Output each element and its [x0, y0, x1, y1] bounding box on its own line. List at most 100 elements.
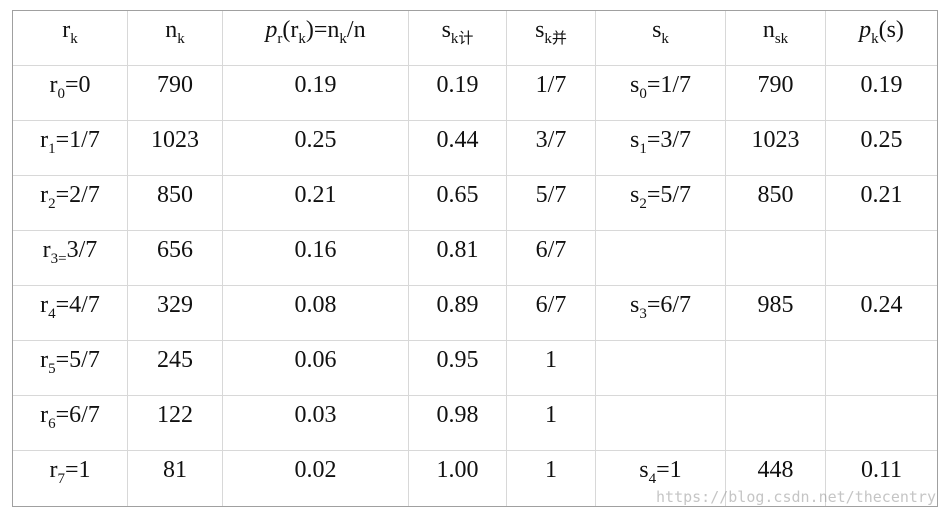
- subscript: k并: [544, 31, 567, 47]
- subscript: 4: [648, 471, 657, 487]
- table-cell: [826, 396, 937, 451]
- cell-text: 0.11: [860, 457, 903, 483]
- watermark: https://blog.csdn.net/thecentry: [656, 488, 936, 506]
- cell-text: 0.19: [860, 72, 903, 98]
- table-cell: 245: [128, 341, 223, 396]
- cell-text: 1.00: [436, 457, 479, 483]
- cell-text: =2/7: [55, 182, 100, 208]
- table-cell: 1/7: [507, 66, 596, 121]
- header-cell: sk计: [409, 11, 507, 66]
- cell-text: 0.08: [294, 292, 337, 318]
- cell-text: 850: [157, 182, 193, 208]
- cell-text: =1/7: [646, 72, 692, 98]
- table-cell: 656: [128, 231, 223, 286]
- table-cell: 0.81: [409, 231, 507, 286]
- table-cell: [826, 231, 937, 286]
- subscript: k计: [450, 31, 474, 47]
- table-cell: 985: [726, 286, 826, 341]
- table-cell: 0.19: [409, 66, 507, 121]
- cell-text: (s): [878, 17, 904, 43]
- cell-text: r: [40, 182, 49, 208]
- cell-text: r: [40, 402, 49, 428]
- table-cell: [726, 341, 826, 396]
- cell-text: r: [40, 127, 49, 153]
- cell-text: 3/7: [66, 237, 98, 263]
- table-cell: 0.25: [826, 121, 937, 176]
- cell-text: 790: [757, 72, 794, 98]
- cell-text: 1023: [751, 127, 800, 153]
- cell-text: 0.24: [860, 292, 903, 318]
- table-cell: r4=4/7: [13, 286, 128, 341]
- subscript: sk: [774, 31, 789, 47]
- table-cell: [596, 396, 726, 451]
- cell-text: 122: [157, 402, 193, 428]
- cell-text: )=n: [305, 17, 340, 43]
- cell-text: s: [441, 17, 451, 43]
- cell-text: 850: [757, 182, 794, 208]
- cell-text: =1: [656, 457, 682, 483]
- subscript: k: [70, 31, 78, 47]
- table-cell: 6/7: [507, 286, 596, 341]
- table-cell: s2=5/7: [596, 176, 726, 231]
- cell-text: 6/7: [535, 237, 567, 263]
- subscript: r: [277, 31, 283, 47]
- table-cell: 850: [128, 176, 223, 231]
- cell-text: 0.03: [294, 402, 337, 428]
- header-cell: nsk: [726, 11, 826, 66]
- cell-text: =6/7: [55, 402, 100, 428]
- table-cell: 1023: [726, 121, 826, 176]
- cell-text: n: [762, 17, 775, 43]
- table-cell: 1023: [128, 121, 223, 176]
- table-cell: 122: [128, 396, 223, 451]
- cell-text: 5/7: [535, 182, 567, 208]
- table-cell: 0.16: [223, 231, 409, 286]
- cell-text: 0.89: [436, 292, 479, 318]
- subscript: k: [177, 31, 185, 47]
- cell-text: r: [40, 347, 49, 373]
- cell-text: =5/7: [646, 182, 692, 208]
- table-cell: r6=6/7: [13, 396, 128, 451]
- cell-text: 0.06: [294, 347, 337, 373]
- table-cell: 3/7: [507, 121, 596, 176]
- table-cell: r1=1/7: [13, 121, 128, 176]
- subscript: 4: [48, 306, 56, 322]
- subscript: 2: [48, 196, 56, 212]
- cell-text: =4/7: [55, 292, 100, 318]
- cell-text: s: [652, 17, 662, 43]
- subscript: k: [298, 31, 306, 47]
- table-cell: s4=1: [596, 451, 726, 506]
- cell-text: 0.65: [436, 182, 479, 208]
- cell-text: 0.25: [294, 127, 337, 153]
- cell-text: =3/7: [646, 127, 692, 153]
- table-cell: 5/7: [507, 176, 596, 231]
- cell-text: s: [629, 292, 640, 318]
- cell-text: 6/7: [535, 292, 567, 318]
- header-cell: pk(s): [826, 11, 937, 66]
- table-cell: 6/7: [507, 231, 596, 286]
- table-cell: s0=1/7: [596, 66, 726, 121]
- table-cell: 0.65: [409, 176, 507, 231]
- cell-text: 1023: [151, 127, 199, 153]
- table-cell: [726, 396, 826, 451]
- table-cell: 1: [507, 396, 596, 451]
- subscript: 1: [639, 141, 647, 157]
- cell-text: 656: [157, 237, 193, 263]
- cell-text: s: [639, 457, 649, 483]
- header-cell: rk: [13, 11, 128, 66]
- table-cell: 0.95: [409, 341, 507, 396]
- cell-text: 0.16: [294, 237, 337, 263]
- cell-text: 1: [545, 347, 557, 373]
- cell-text: 0.95: [436, 347, 479, 373]
- table-cell: [726, 231, 826, 286]
- table-cell: s3=6/7: [596, 286, 726, 341]
- subscript: 0: [639, 86, 647, 102]
- cell-text: s: [629, 72, 640, 98]
- cell-text: 0.98: [436, 402, 479, 428]
- cell-text: =1/7: [55, 127, 100, 153]
- table-cell: 448: [726, 451, 826, 506]
- table-cell: 329: [128, 286, 223, 341]
- cell-text: 0.21: [294, 182, 337, 208]
- cell-text: 0.81: [436, 237, 479, 263]
- cell-text: s: [629, 127, 640, 153]
